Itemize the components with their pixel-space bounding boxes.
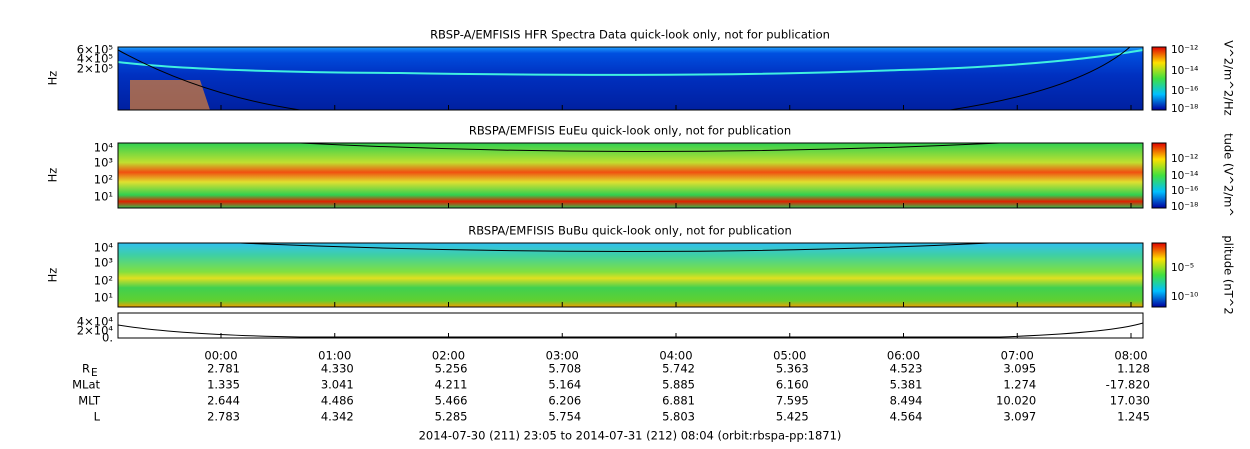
y-tick-label: 4×10⁴ (77, 315, 114, 329)
ephemeris-value: 5.885 (662, 378, 695, 392)
x-tick-label: 07:00 (1001, 349, 1034, 363)
colorbar-tick-label: 10⁻¹² (1171, 44, 1198, 56)
panel-title: RBSPA/EMFISIS EuEu quick-look only, not … (469, 124, 791, 138)
y-axis-label: Hz (46, 71, 60, 86)
ephemeris-label: R (82, 362, 90, 376)
ephemeris-value: 6.160 (776, 378, 809, 392)
spectrogram-hfr (118, 47, 1143, 110)
colorbar-label: V^2/m^2/Hz (1222, 40, 1236, 115)
x-tick-label: 02:00 (432, 349, 465, 363)
gyro-line (299, 142, 1001, 152)
colorbar-tick-label: 10⁻¹⁸ (1171, 103, 1198, 115)
ephemeris-value: 2.644 (207, 394, 240, 408)
ephemeris-value: 7.595 (776, 394, 809, 408)
y-axis-label: Hz (46, 268, 60, 283)
colorbar-tick-label: 10⁻¹⁴ (1171, 65, 1198, 77)
colorbar-label: tude (V^2/m^ (1222, 133, 1236, 217)
ephemeris-value: 3.097 (1003, 410, 1036, 424)
colorbar-label: plitude (nT^2 (1222, 235, 1236, 314)
ephemeris-value: 5.742 (662, 362, 695, 376)
ephemeris-value: 17.030 (1110, 394, 1150, 408)
upper-hybrid-line (117, 49, 1144, 76)
x-tick-label: 01:00 (318, 349, 351, 363)
y-tick-label: 10¹ (94, 190, 113, 204)
ephemeris-value: 4.330 (321, 362, 354, 376)
ephemeris-value: 1.128 (1117, 362, 1150, 376)
x-tick-label: 03:00 (546, 349, 579, 363)
ephemeris-value: 4.211 (435, 378, 468, 392)
x-tick-label: 04:00 (659, 349, 692, 363)
ephemeris-value: 5.285 (435, 410, 468, 424)
x-tick-label: 00:00 (204, 349, 237, 363)
colorbar-tick-label: 10⁻¹⁴ (1171, 170, 1198, 182)
ephemeris-label-sub: E (91, 367, 98, 379)
ephemeris-value: 5.754 (548, 410, 581, 424)
ephemeris-value: 1.245 (1117, 410, 1150, 424)
hfr-noise (130, 80, 210, 110)
y-tick-label: 4×10⁵ (77, 52, 114, 66)
ephemeris-value: 4.564 (890, 410, 923, 424)
y-tick-label: 10¹ (94, 291, 113, 305)
footer: 2014-07-30 (211) 23:05 to 2014-07-31 (21… (419, 429, 842, 443)
frames (117, 46, 1167, 339)
colorbar-tick-label: 10⁻¹² (1171, 153, 1198, 165)
panel-title: RBSP-A/EMFISIS HFR Spectra Data quick-lo… (430, 28, 830, 42)
y-tick-label: 2×10⁴ (77, 324, 114, 338)
ephemeris-value: 1.335 (207, 378, 240, 392)
ephemeris-value: 6.881 (662, 394, 695, 408)
y-tick-label: 10⁴ (94, 141, 114, 155)
gyro-line (239, 242, 991, 252)
colorbar-tick-label: 10⁻¹⁶ (1171, 85, 1198, 97)
ephemeris-label: L (94, 410, 101, 424)
ephemeris-value: 5.803 (662, 410, 695, 424)
ephemeris-value: 5.708 (548, 362, 581, 376)
ephemeris-label: MLat (72, 378, 100, 392)
ephemeris-value: 1.274 (1003, 378, 1036, 392)
ephemeris-value: 5.425 (776, 410, 809, 424)
colorbar-tick-label: 10⁻⁵ (1171, 262, 1194, 274)
x-tick-label: 06:00 (887, 349, 920, 363)
gyro-line (117, 46, 1131, 111)
ephemeris-value: 5.164 (548, 378, 581, 392)
ephemeris-value: 3.095 (1003, 362, 1036, 376)
ephemeris-value: 4.486 (321, 394, 354, 408)
spectrogram-eueu (118, 143, 1143, 208)
y-tick-label: 0. (102, 331, 113, 345)
ephemeris-value: 5.381 (890, 378, 923, 392)
ephemeris-value: 8.494 (890, 394, 923, 408)
y-tick-label: 2×10⁵ (77, 62, 114, 76)
spectrogram-bubu (118, 243, 1143, 307)
ephemeris-value: 4.523 (890, 362, 923, 376)
colorbar-tick-label: 10⁻¹⁶ (1171, 185, 1198, 197)
ephemeris-value: 5.363 (776, 362, 809, 376)
spectrograms (117, 46, 1144, 338)
y-tick-label: 10⁴ (94, 241, 114, 255)
ephemeris-value: 2.781 (207, 362, 240, 376)
y-tick-label: 10³ (94, 256, 114, 270)
ephemeris-value: 10.020 (996, 394, 1036, 408)
y-tick-label: 6×10⁵ (77, 43, 114, 57)
ephemeris-label: MLT (78, 394, 101, 408)
ephemeris-value: 3.041 (321, 378, 354, 392)
x-tick-label: 05:00 (773, 349, 806, 363)
ephemeris-value: -17.820 (1106, 378, 1150, 392)
colorbar-tick-label: 10⁻¹⁸ (1171, 201, 1198, 213)
y-tick-label: 10² (94, 173, 113, 187)
x-tick-label: 08:00 (1114, 349, 1147, 363)
ephemeris-value: 5.466 (435, 394, 468, 408)
distance-line (117, 322, 1144, 338)
ephemeris-value: 2.783 (207, 410, 240, 424)
ephemeris-value: 4.342 (321, 410, 354, 424)
ephemeris-value: 5.256 (435, 362, 468, 376)
colorbar-tick-label: 10⁻¹⁰ (1171, 291, 1198, 303)
y-axis-label: Hz (46, 168, 60, 183)
ephemeris-value: 6.206 (548, 394, 581, 408)
y-tick-label: 10² (94, 274, 113, 288)
y-tick-label: 10³ (94, 156, 114, 170)
panel-title: RBSPA/EMFISIS BuBu quick-look only, not … (468, 224, 792, 238)
